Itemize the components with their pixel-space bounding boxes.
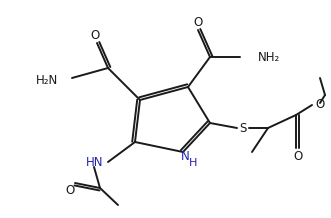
Text: H₂N: H₂N: [36, 73, 58, 87]
Text: S: S: [239, 121, 247, 135]
Text: HN: HN: [85, 155, 103, 169]
Text: O: O: [293, 150, 303, 164]
Text: O: O: [193, 15, 203, 29]
Text: O: O: [90, 29, 100, 41]
Text: O: O: [315, 97, 324, 111]
Text: N: N: [181, 150, 189, 164]
Text: O: O: [66, 184, 74, 198]
Text: H: H: [189, 158, 197, 168]
Text: NH₂: NH₂: [258, 51, 280, 63]
